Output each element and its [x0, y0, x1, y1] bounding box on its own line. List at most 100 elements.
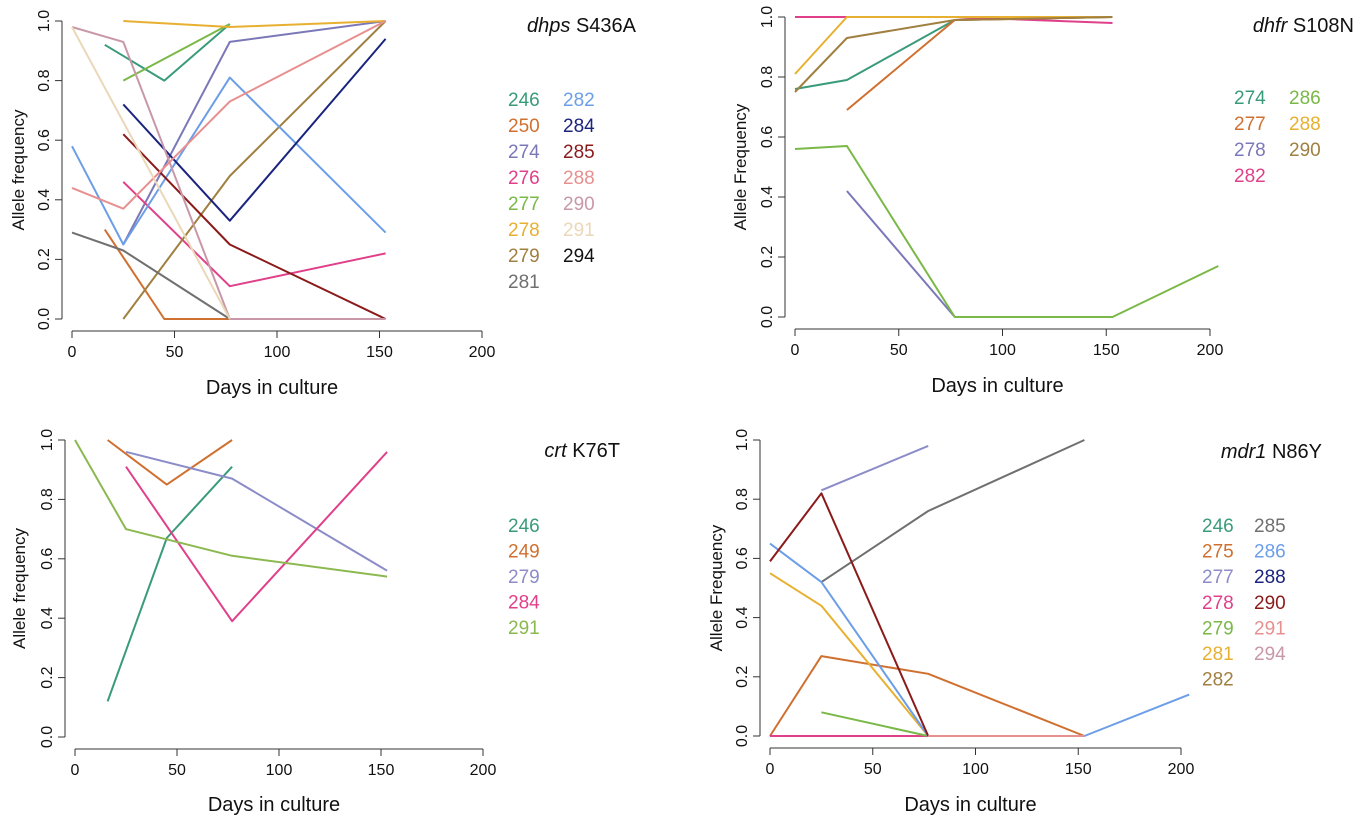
- series-line-286: [794, 145, 1219, 318]
- x-tick-label: 50: [890, 342, 908, 359]
- series-line-279: [125, 450, 388, 572]
- series-line-249: [106, 439, 233, 486]
- legend-item-246: 246: [508, 516, 540, 537]
- legend-item-281: 281: [1202, 644, 1234, 665]
- x-tick-label: 100: [962, 761, 989, 778]
- legend-item-288: 288: [1254, 567, 1286, 588]
- series-line-290: [769, 492, 930, 737]
- panel-title: mdr1 N86Y: [1221, 441, 1322, 463]
- series-line-281: [71, 231, 231, 320]
- y-tick-label: 0.6: [39, 548, 56, 570]
- y-tick-label: 0.2: [39, 666, 56, 688]
- series-line-246: [104, 23, 231, 82]
- y-tick-label: 0.8: [36, 69, 53, 91]
- x-tick-label: 0: [68, 344, 77, 361]
- legend-item-279: 279: [508, 567, 540, 588]
- x-tick-label: 200: [1197, 342, 1224, 359]
- series-line-288: [71, 20, 387, 210]
- series-line-275: [769, 655, 1085, 737]
- x-tick-label: 50: [166, 344, 184, 361]
- legend-item-279: 279: [508, 246, 540, 267]
- series-line-278: [123, 20, 386, 28]
- series-line-284: [125, 451, 388, 623]
- y-tick-label: 1.0: [759, 6, 776, 28]
- series-line-282: [71, 76, 387, 246]
- series-line-274: [794, 16, 1113, 90]
- series-line-291: [74, 439, 388, 578]
- legend-item-278: 278: [1234, 140, 1266, 161]
- x-tick-label: 0: [71, 762, 80, 779]
- series-line-276: [122, 181, 386, 288]
- legend-item-288: 288: [1289, 114, 1321, 135]
- legend-item-284: 284: [508, 593, 540, 614]
- y-tick-label: 0.6: [36, 129, 53, 151]
- y-tick-label: 0.0: [759, 306, 776, 328]
- series-line-279: [821, 711, 929, 737]
- legend-item-284: 284: [563, 116, 595, 137]
- legend-item-276: 276: [508, 168, 540, 189]
- series-line-281: [769, 572, 929, 737]
- x-tick-label: 150: [366, 344, 393, 361]
- legend-item-278: 278: [508, 220, 540, 241]
- chart-panel-dhps: 0 50 100 150 200 0.0 0.2 0.4 0.6 0.8 1.0 Days in cu…: [9, 10, 637, 399]
- y-tick-label: 0.2: [759, 246, 776, 268]
- series-line-291: [71, 26, 231, 320]
- series-line-288: [794, 16, 1113, 75]
- y-axis-label: Allele Frequency: [707, 524, 726, 651]
- legend-item-294: 294: [563, 246, 595, 267]
- legend-item-274: 274: [508, 142, 540, 163]
- y-tick-label: 0.4: [39, 607, 56, 629]
- x-tick-label: 0: [791, 342, 800, 359]
- legend-item-282: 282: [1202, 670, 1234, 691]
- x-tick-label: 200: [1168, 761, 1195, 778]
- y-tick-label: 1.0: [39, 429, 56, 451]
- legend-item-275: 275: [1202, 542, 1234, 563]
- y-tick-label: 0.2: [36, 248, 53, 270]
- legend-item-274: 274: [1234, 88, 1266, 109]
- y-tick-label: 0.0: [36, 308, 53, 330]
- y-tick-label: 0.8: [39, 488, 56, 510]
- legend-item-250: 250: [508, 116, 540, 137]
- chart-panel-mdr1: 0 50 100 150 200 0.0 0.2 0.4 0.6 0.8 1.0 Days in cu…: [707, 429, 1322, 816]
- y-tick-label: 0.0: [39, 726, 56, 748]
- series-line-290: [794, 16, 1113, 93]
- legend-item-288: 288: [563, 168, 595, 189]
- series-line-277: [821, 444, 929, 492]
- y-tick-label: 0.4: [734, 606, 751, 628]
- x-axis-label: Days in culture: [208, 794, 340, 816]
- y-tick-label: 1.0: [734, 429, 751, 451]
- series-line-246: [106, 466, 233, 702]
- legend-item-290: 290: [1254, 593, 1286, 614]
- series-line-285: [122, 133, 387, 320]
- x-tick-label: 100: [989, 342, 1016, 359]
- series-line-278: [846, 190, 956, 318]
- x-tick-label: 50: [168, 762, 186, 779]
- legend-item-290: 290: [1289, 140, 1321, 161]
- x-tick-label: 200: [470, 762, 497, 779]
- legend-item-286: 286: [1254, 542, 1286, 563]
- y-axis-label: Allele frequency: [9, 109, 28, 230]
- y-tick-label: 0.0: [734, 725, 751, 747]
- chart-panel-crt: 0 50 100 150 200 0.0 0.2 0.4 0.6 0.8 1.0 Days in cu…: [10, 429, 620, 816]
- y-axis-label: Allele frequency: [10, 528, 29, 649]
- x-axis-label: Days in culture: [904, 794, 1036, 816]
- legend-item-281: 281: [508, 272, 540, 293]
- legend-item-278: 278: [1202, 593, 1234, 614]
- legend-item-282: 282: [1234, 166, 1266, 187]
- x-tick-label: 100: [266, 762, 293, 779]
- x-tick-label: 150: [368, 762, 395, 779]
- x-axis-label: Days in culture: [206, 377, 338, 399]
- y-tick-label: 0.4: [759, 186, 776, 208]
- series-line-274: [122, 20, 386, 245]
- panel-title: dhfr S108N: [1253, 15, 1354, 37]
- legend-item-291: 291: [508, 618, 540, 639]
- legend-item-291: 291: [563, 220, 595, 241]
- y-tick-label: 0.2: [734, 666, 751, 688]
- legend-item-291: 291: [1254, 618, 1286, 639]
- x-tick-label: 100: [264, 344, 291, 361]
- legend-item-290: 290: [563, 194, 595, 215]
- series-line-250: [103, 229, 230, 320]
- legend-item-285: 285: [563, 142, 595, 163]
- x-tick-label: 0: [766, 761, 775, 778]
